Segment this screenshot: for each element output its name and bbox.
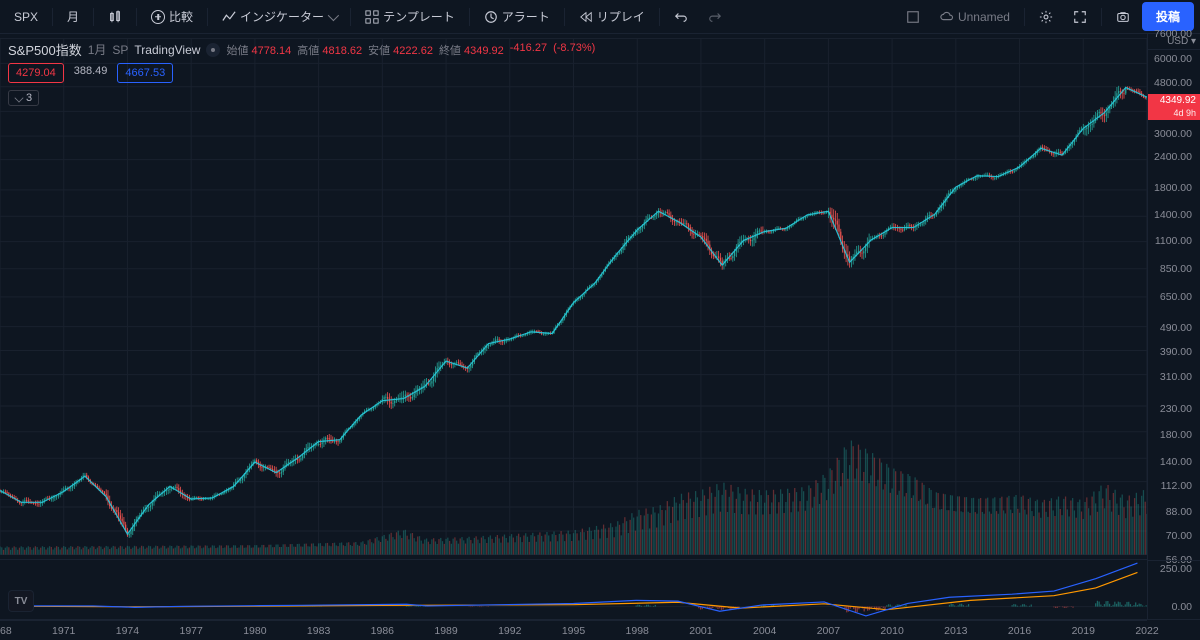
y-tick-label: 0.00 [1144, 601, 1196, 613]
y-tick-label: 70.00 [1144, 530, 1196, 542]
exchange-label: SP [112, 43, 128, 57]
price-marker: 4349.924d 9h [1148, 94, 1200, 120]
plus-icon [151, 10, 165, 24]
symbol-select[interactable]: SPX [6, 6, 46, 28]
y-tick-label: 650.00 [1144, 291, 1196, 303]
fullscreen-button[interactable] [1065, 6, 1095, 28]
ma3-value[interactable]: 4667.53 [117, 63, 173, 83]
x-tick-label: 2010 [880, 625, 903, 637]
post-button[interactable]: 投稿 [1142, 2, 1194, 31]
tradingview-logo[interactable]: TV [8, 590, 34, 612]
x-tick-label: 1983 [307, 625, 330, 637]
y-tick-label: 490.00 [1144, 322, 1196, 334]
y-tick-label: 390.00 [1144, 346, 1196, 358]
ma2-value: 388.49 [70, 63, 112, 83]
candle-style-select[interactable] [100, 6, 130, 28]
redo-icon [708, 10, 722, 24]
x-tick-label: 1998 [626, 625, 649, 637]
x-tick-label: 2016 [1008, 625, 1031, 637]
indicator-icon [222, 10, 236, 24]
replay-label: リプレイ [597, 8, 645, 25]
visibility-toggle[interactable] [206, 43, 220, 57]
x-tick-label: 2004 [753, 625, 776, 637]
eye-icon [209, 46, 217, 54]
x-tick-label: 1977 [179, 625, 202, 637]
y-tick-label: 1100.00 [1144, 235, 1196, 247]
y-tick-label: 4800.00 [1144, 77, 1196, 89]
y-tick-label: 1400.00 [1144, 209, 1196, 221]
y-tick-label: 7600.00 [1144, 28, 1196, 40]
x-tick-label: 1992 [498, 625, 521, 637]
compare-button[interactable]: 比較 [143, 4, 201, 29]
select-box-button[interactable] [898, 6, 928, 28]
time-axis[interactable]: 1968 1971 1974 1977 1980 1983 1986 1989 1992 1995… [0, 620, 1147, 640]
snapshot-button[interactable] [1108, 6, 1138, 28]
x-tick-label: 1989 [434, 625, 457, 637]
layout-name-button[interactable]: Unnamed [932, 6, 1018, 28]
templates-button[interactable]: テンプレート [357, 4, 463, 29]
interval-label: 1月 [88, 41, 107, 58]
chart-stack: USD ▾ 7600.006000.004800.003800.003000.0… [0, 34, 1200, 620]
undo-icon [674, 10, 688, 24]
collapsed-indicators-button[interactable]: 3 [8, 90, 39, 106]
symbol-title[interactable]: S&P500指数 [8, 40, 82, 59]
y-tick-label: 88.00 [1144, 506, 1196, 518]
alert-button[interactable]: アラート [476, 4, 558, 29]
x-tick-label: 2007 [817, 625, 840, 637]
x-tick-label: 2019 [1072, 625, 1095, 637]
indicators-label: インジケーター [240, 8, 324, 25]
y-tick-label: 112.00 [1144, 480, 1196, 492]
camera-icon [1116, 10, 1130, 24]
layout-name-label: Unnamed [958, 10, 1010, 24]
y-tick-label: 230.00 [1144, 403, 1196, 415]
interval-select[interactable]: 月 [59, 4, 87, 29]
y-tick-label: 6000.00 [1144, 53, 1196, 65]
indicators-button[interactable]: インジケーター [214, 4, 344, 29]
redo-button[interactable] [700, 6, 730, 28]
alert-label: アラート [502, 8, 550, 25]
ohlc-values: 始値 4778.14 高値 4818.62 安値 4222.62 終値 4349… [226, 42, 595, 58]
x-tick-label: 1968 [0, 625, 12, 637]
y-tick-label: 180.00 [1144, 429, 1196, 441]
y-tick-label: 1800.00 [1144, 182, 1196, 194]
template-icon [365, 10, 379, 24]
y-tick-label: 3000.00 [1144, 128, 1196, 140]
settings-button[interactable] [1031, 6, 1061, 28]
x-tick-label: 1971 [52, 625, 75, 637]
sub-chart-pane[interactable] [0, 560, 1147, 620]
compare-label: 比較 [169, 8, 193, 25]
y-tick-label: 310.00 [1144, 371, 1196, 383]
collapsed-count: 3 [26, 92, 32, 104]
x-tick-label: 1995 [562, 625, 585, 637]
replay-icon [579, 10, 593, 24]
x-tick-label: 1986 [371, 625, 394, 637]
candle-icon [108, 10, 122, 24]
gear-icon [1039, 10, 1053, 24]
cloud-icon [940, 10, 954, 24]
x-tick-label: 1980 [243, 625, 266, 637]
legend: S&P500指数 1月 SP TradingView 始値 4778.14 高値… [8, 40, 595, 106]
x-tick-label: 2001 [689, 625, 712, 637]
chevron-down-icon [328, 9, 339, 20]
y-tick-label: 2400.00 [1144, 151, 1196, 163]
x-tick-label: 1974 [116, 625, 139, 637]
replay-button[interactable]: リプレイ [571, 4, 653, 29]
price-axis[interactable]: USD ▾ 7600.006000.004800.003800.003000.0… [1147, 34, 1200, 620]
y-tick-label: 250.00 [1144, 563, 1196, 575]
templates-label: テンプレート [383, 8, 455, 25]
y-tick-label: 140.00 [1144, 456, 1196, 468]
undo-button[interactable] [666, 6, 696, 28]
x-tick-label: 2013 [944, 625, 967, 637]
box-icon [906, 10, 920, 24]
alert-icon [484, 10, 498, 24]
y-tick-label: 850.00 [1144, 263, 1196, 275]
fullscreen-icon [1073, 10, 1087, 24]
provider-label: TradingView [134, 43, 200, 57]
toolbar: SPX 月 比較 インジケーター テンプレート アラート リプレイ [0, 0, 1200, 34]
x-tick-label: 2022 [1135, 625, 1158, 637]
main-chart-pane[interactable] [0, 34, 1147, 560]
ma1-value[interactable]: 4279.04 [8, 63, 64, 83]
